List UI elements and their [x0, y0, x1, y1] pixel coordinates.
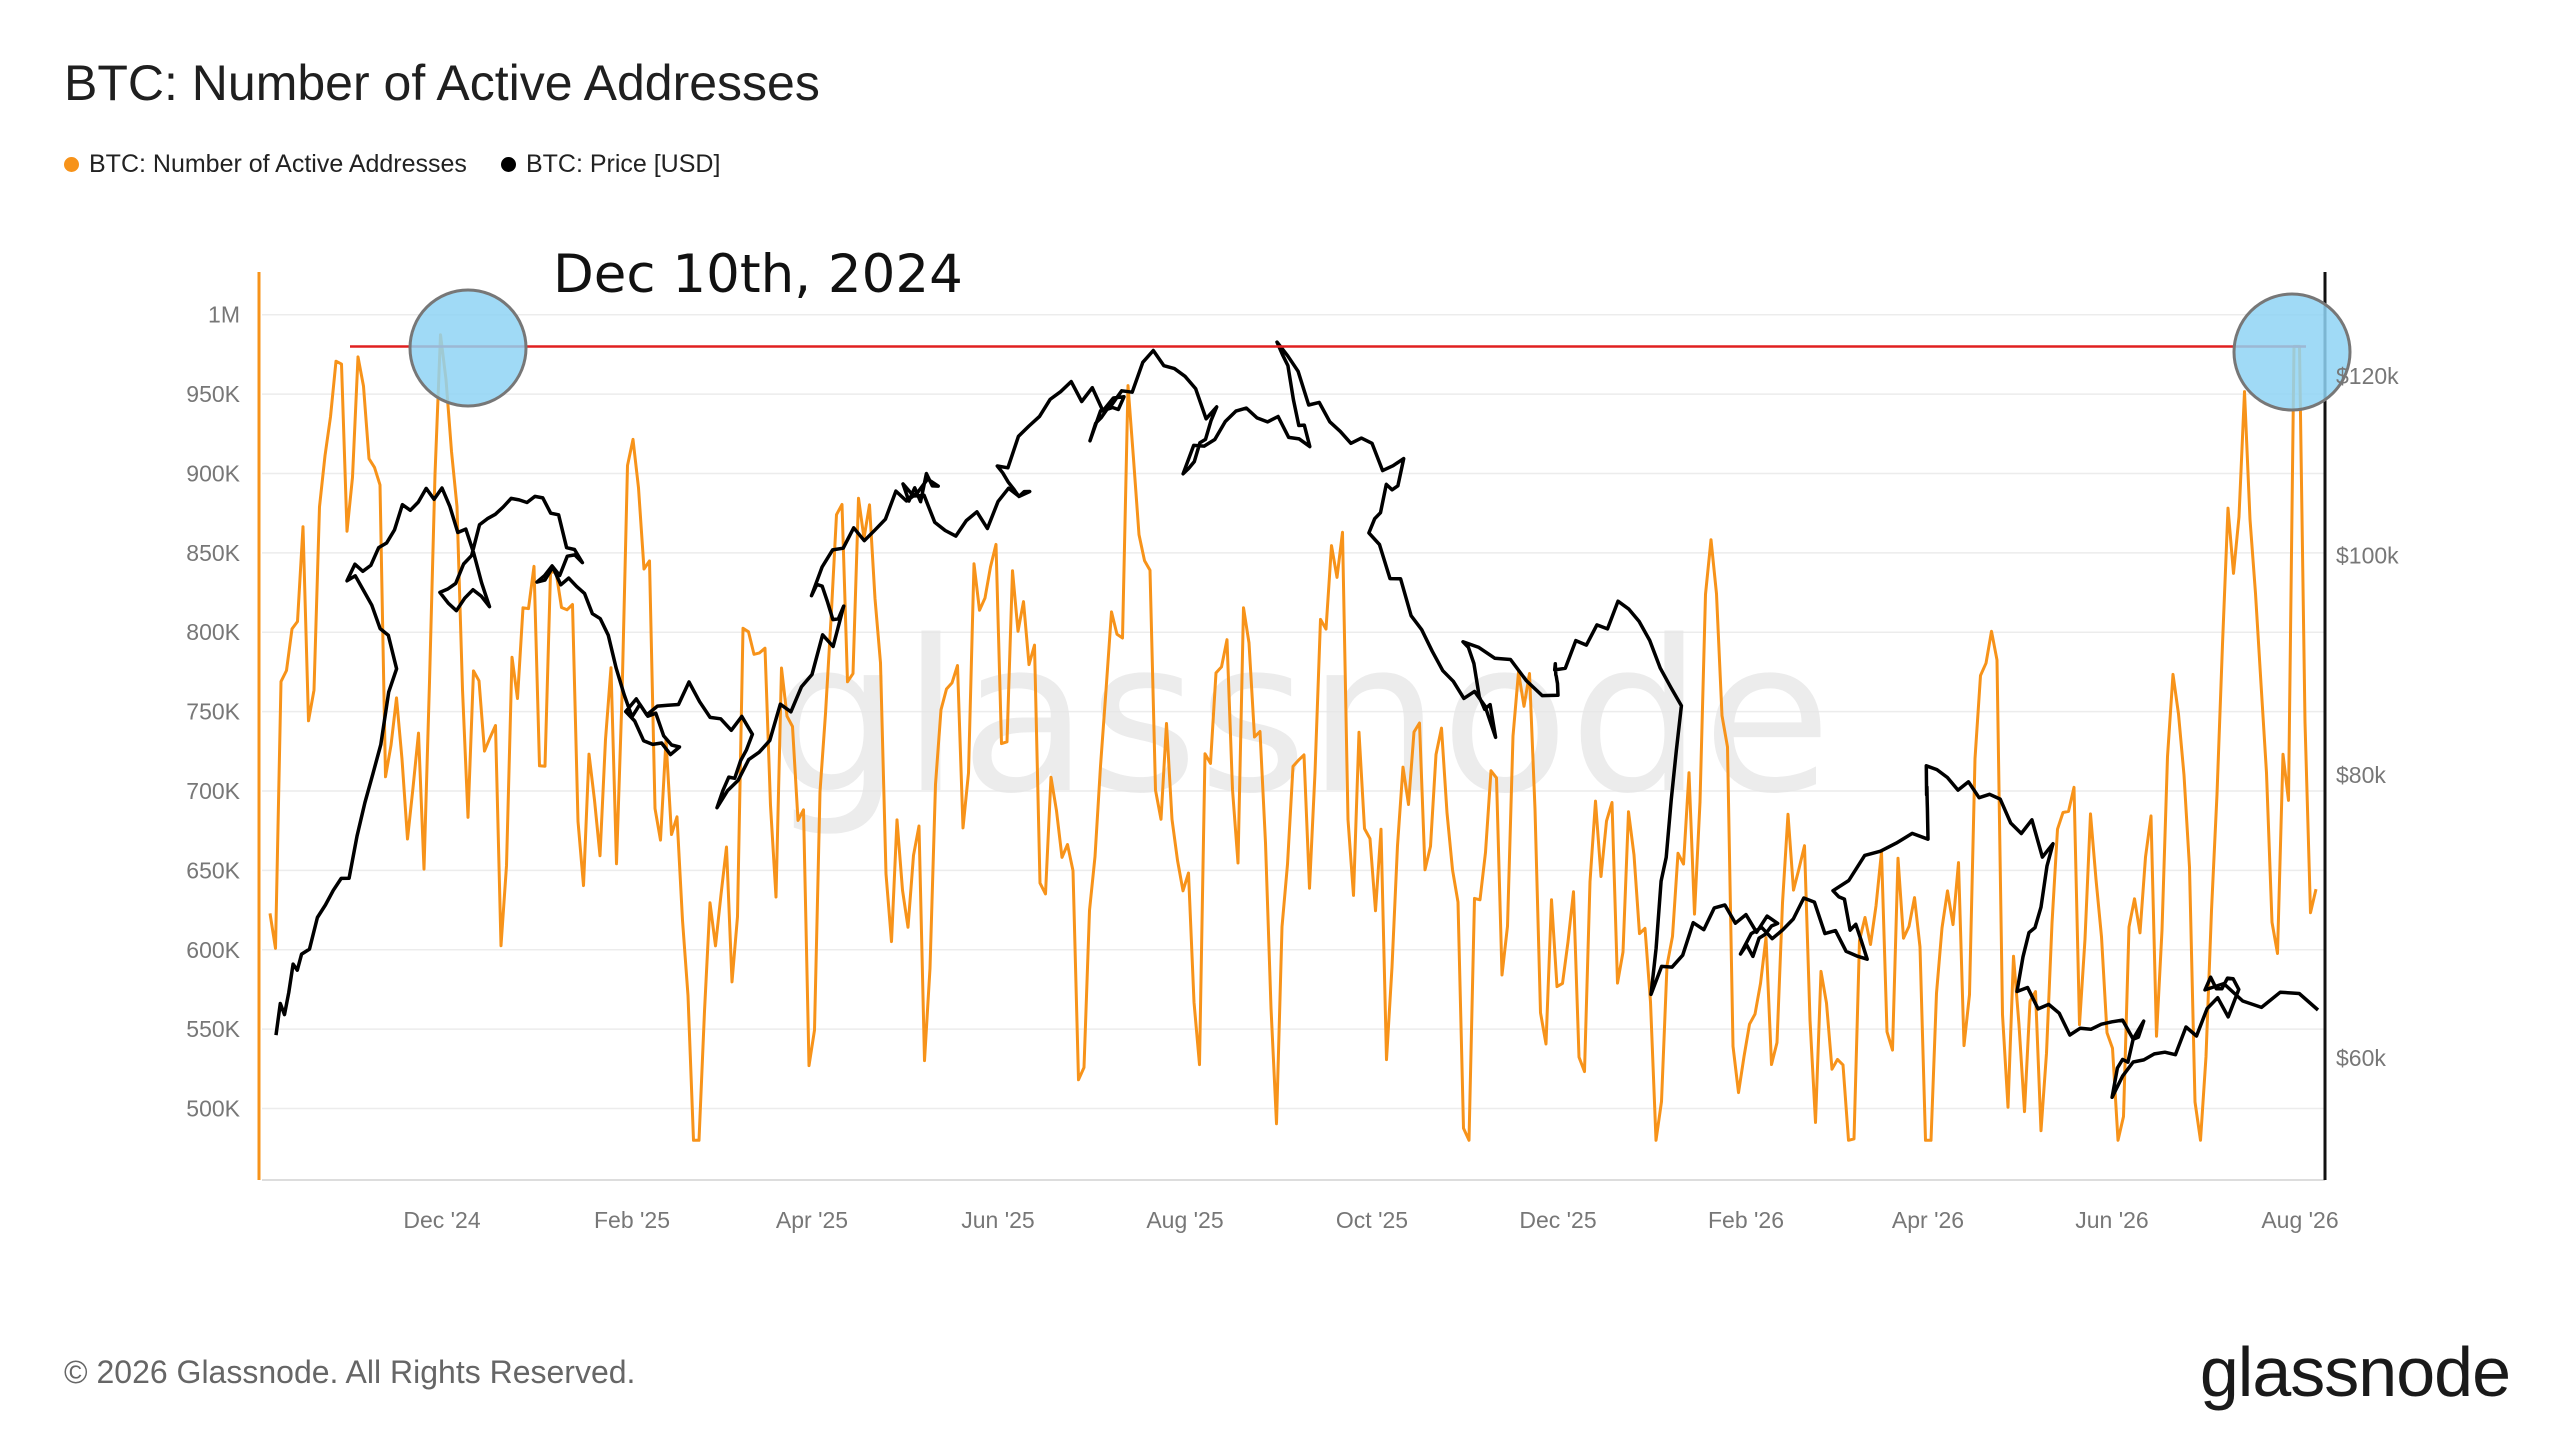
- legend-dot-addresses: [64, 157, 79, 172]
- tick-labels: 500K 550K 600K 650K 700K 750K 800K 850K 900K 950K…: [186, 302, 2399, 1233]
- y-left-tick-label: 500K: [186, 1096, 240, 1122]
- y-left-tick-label: 600K: [186, 937, 240, 963]
- x-tick-label: Dec '24: [403, 1207, 480, 1233]
- highlight-circles: [408, 288, 2352, 412]
- y-left-tick-label: 950K: [186, 381, 240, 407]
- x-tick-label: Dec '25: [1519, 1207, 1596, 1233]
- highlight-circle-aug-2026: [2232, 292, 2352, 412]
- y-right-tick-label: $60k: [2336, 1045, 2386, 1071]
- legend-label-price: BTC: Price [USD]: [525, 150, 721, 178]
- annotation-label: Dec 10th, 2024: [553, 244, 963, 305]
- y-left-tick-label: 800K: [186, 619, 240, 645]
- y-right-tick-label: $100k: [2336, 543, 2399, 569]
- y-left-tick-label: 900K: [186, 460, 240, 486]
- x-tick-label: Aug '26: [2261, 1207, 2338, 1233]
- x-tick-label: Aug '25: [1146, 1207, 1223, 1233]
- y-left-tick-label: 850K: [186, 540, 240, 566]
- chart-title: BTC: Number of Active Addresses: [64, 55, 820, 111]
- axes: [257, 272, 2327, 1181]
- x-tick-label: Oct '25: [1336, 1207, 1408, 1233]
- series-active-addresses: [268, 333, 2318, 1142]
- x-tick-label: Feb '25: [594, 1207, 670, 1233]
- x-tick-label: Jun '25: [961, 1207, 1034, 1233]
- x-tick-label: Apr '25: [776, 1207, 848, 1233]
- y-right-tick-label: $120k: [2336, 363, 2399, 389]
- legend-item-addresses[interactable]: BTC: Number of Active Addresses: [64, 150, 467, 179]
- y-left-tick-label: 650K: [186, 857, 240, 883]
- legend-label-addresses: BTC: Number of Active Addresses: [89, 150, 467, 178]
- brand-logo: glassnode: [2199, 1333, 2511, 1411]
- series-price: [274, 340, 2320, 1100]
- x-tick-label: Apr '26: [1892, 1207, 1964, 1233]
- y-left-tick-label: 700K: [186, 778, 240, 804]
- legend-item-price[interactable]: BTC: Price [USD]: [500, 150, 721, 179]
- y-left-tick-label: 750K: [186, 699, 240, 725]
- y-left-tick-label: 550K: [186, 1016, 240, 1042]
- legend-dot-price: [500, 157, 516, 172]
- y-right-tick-label: $80k: [2336, 762, 2386, 788]
- x-tick-label: Feb '26: [1708, 1207, 1784, 1233]
- x-tick-label: Jun '26: [2075, 1207, 2148, 1233]
- y-left-tick-label: 1M: [208, 302, 240, 328]
- highlight-circle-dec-2024: [408, 288, 528, 408]
- copyright-footer: © 2026 Glassnode. All Rights Reserved.: [64, 1354, 636, 1390]
- watermark: glassnode: [768, 595, 1831, 840]
- price-line: [274, 340, 2320, 1100]
- chart-legend: BTC: Number of Active Addresses BTC: Pri…: [64, 150, 754, 179]
- active-addresses-line: [268, 333, 2318, 1142]
